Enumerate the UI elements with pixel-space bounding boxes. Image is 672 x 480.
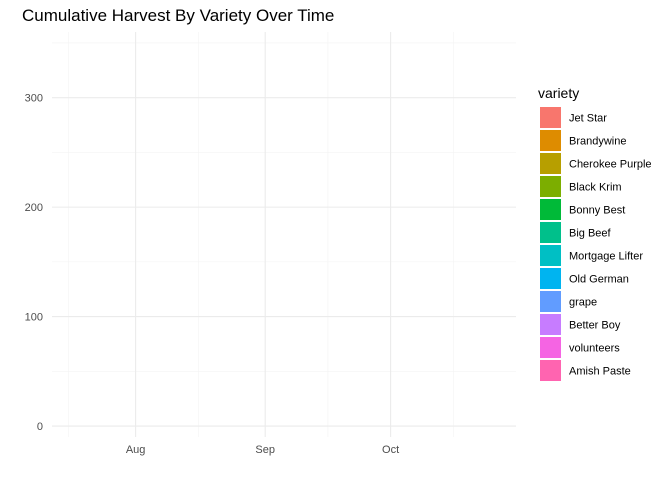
- legend-key-0: [540, 107, 561, 128]
- legend-label-2: Cherokee Purple: [569, 159, 652, 171]
- legend-label-9: Better Boy: [569, 320, 621, 332]
- legend-label-5: Big Beef: [569, 228, 612, 240]
- legend-label-7: Old German: [569, 274, 629, 286]
- legend-label-11: Amish Paste: [569, 366, 631, 378]
- y-tick-label: 300: [25, 93, 43, 105]
- legend-label-4: Bonny Best: [569, 205, 625, 217]
- legend-key-8: [540, 291, 561, 312]
- x-tick-label: Sep: [255, 444, 275, 456]
- y-tick-label: 0: [37, 421, 43, 433]
- legend: variety Jet Star Brandywine Cherokee Purpl…: [538, 85, 652, 381]
- legend-key-5: [540, 222, 561, 243]
- legend-key-10: [540, 337, 561, 358]
- chart-title: Cumulative Harvest By Variety Over Time: [22, 6, 334, 25]
- legend-key-1: [540, 130, 561, 151]
- legend-key-7: [540, 268, 561, 289]
- legend-label-1: Brandywine: [569, 136, 626, 148]
- legend-label-3: Black Krim: [569, 182, 622, 194]
- legend-key-9: [540, 314, 561, 335]
- legend-key-2: [540, 153, 561, 174]
- legend-label-6: Mortgage Lifter: [569, 251, 643, 263]
- legend-key-6: [540, 245, 561, 266]
- legend-label-8: grape: [569, 297, 597, 309]
- legend-key-3: [540, 176, 561, 197]
- legend-key-4: [540, 199, 561, 220]
- legend-title: variety: [538, 85, 579, 101]
- plot-panel: 0 100 200 300 Aug Sep Oct: [25, 32, 516, 456]
- x-tick-label: Oct: [382, 444, 399, 456]
- legend-label-10: volunteers: [569, 343, 620, 355]
- x-tick-label: Aug: [126, 444, 146, 456]
- y-tick-label: 200: [25, 202, 43, 214]
- y-tick-label: 100: [25, 312, 43, 324]
- legend-key-11: [540, 360, 561, 381]
- legend-label-0: Jet Star: [569, 113, 607, 125]
